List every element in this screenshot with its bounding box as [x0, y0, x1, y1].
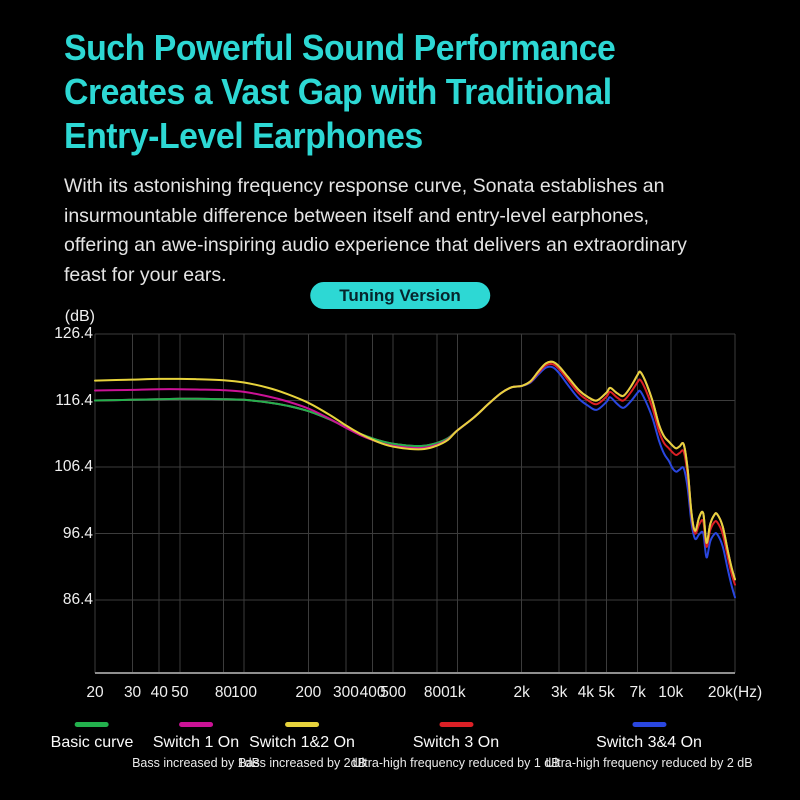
- x-tick-label: 4k: [577, 684, 595, 701]
- x-tick-label: 50: [171, 684, 189, 701]
- y-tick-label: 86.4: [62, 591, 93, 608]
- y-tick-label: 116.4: [55, 391, 93, 409]
- x-tick-label: 400: [359, 684, 386, 701]
- legend-sublabel: Ultra-high frequency reduced by 1 dB: [352, 756, 560, 770]
- x-tick-label: 100: [231, 684, 258, 701]
- x-tick-label: 200: [295, 684, 322, 701]
- intro-line-3: offering an awe-inspiring audio experien…: [64, 234, 687, 256]
- intro-text: With its astonishing frequency response …: [64, 172, 687, 290]
- x-tick-label: 20k(Hz): [707, 684, 763, 701]
- legend-sublabel: Ultra-high frequency reduced by 2 dB: [545, 756, 753, 770]
- y-tick-label: 96.4: [62, 524, 93, 542]
- x-tick-label: 3k: [551, 684, 568, 701]
- legend-item-switch-3-4-on: Switch 3&4 On Ultra-high frequency reduc…: [545, 718, 753, 770]
- x-tick-label: 7k: [629, 684, 646, 701]
- legend-label: Basic curve: [50, 734, 134, 751]
- tuning-version-badge: Tuning Version: [310, 282, 490, 309]
- x-tick-label: 1k: [449, 684, 466, 701]
- intro-line-1: With its astonishing frequency response …: [64, 175, 665, 197]
- x-tick-label: 40: [150, 684, 168, 701]
- x-tick-label: 5k: [598, 684, 615, 701]
- y-tick-label: 106.4: [54, 458, 93, 475]
- x-tick-label: 300: [332, 684, 359, 701]
- x-tick-label: 80: [214, 684, 233, 701]
- legend-item-basic-curve: Basic curve: [50, 718, 134, 756]
- intro-line-2: insurmountable difference between itself…: [64, 204, 649, 227]
- legend-item-switch-1-2-on: Switch 1&2 On Bass increased by 2dB: [238, 718, 366, 770]
- legend-sublabel: Bass increased by 1dB: [132, 756, 260, 770]
- page-title: Such Powerful Sound Performance Creates …: [64, 26, 616, 158]
- legend-swatch-switch-1-2-on: [284, 722, 319, 727]
- x-tick-label: 800: [423, 684, 450, 701]
- legend-item-switch-3-on: Switch 3 On Ultra-high frequency reduced…: [352, 718, 560, 770]
- legend-label: Switch 1&2 On: [249, 734, 355, 751]
- headline-line-2: Creates a Vast Gap with Traditional: [64, 71, 612, 112]
- x-tick-label: 2k: [513, 684, 530, 701]
- legend-swatch-basic-curve: [74, 722, 109, 727]
- legend-label: Switch 1 On: [152, 734, 240, 751]
- legend-swatch-switch-3-4-on: [632, 722, 666, 727]
- x-tick-label: 30: [123, 684, 142, 701]
- legend-swatch-switch-1-on: [178, 722, 213, 727]
- legend-sublabel: Bass increased by 2dB: [238, 756, 366, 770]
- legend-swatch-switch-3-on: [439, 722, 473, 727]
- x-tick-label: 10k: [658, 684, 684, 701]
- headline-line-3: Entry-Level Earphones: [64, 115, 423, 156]
- x-tick-label: 500: [380, 684, 407, 701]
- legend-item-switch-1-on: Switch 1 On Bass increased by 1dB: [132, 718, 260, 770]
- curve-switch-1-2-on: [94, 360, 736, 581]
- x-tick-label: 20: [86, 684, 104, 701]
- y-tick-label: 126.4: [54, 325, 93, 342]
- legend-label: Switch 3 On: [412, 734, 500, 751]
- y-axis-unit-label: (dB): [64, 308, 95, 325]
- legend-label: Switch 3&4 On: [596, 734, 702, 751]
- headline-line-1: Such Powerful Sound Performance: [64, 27, 616, 68]
- intro-line-4: feast for your ears.: [64, 263, 227, 286]
